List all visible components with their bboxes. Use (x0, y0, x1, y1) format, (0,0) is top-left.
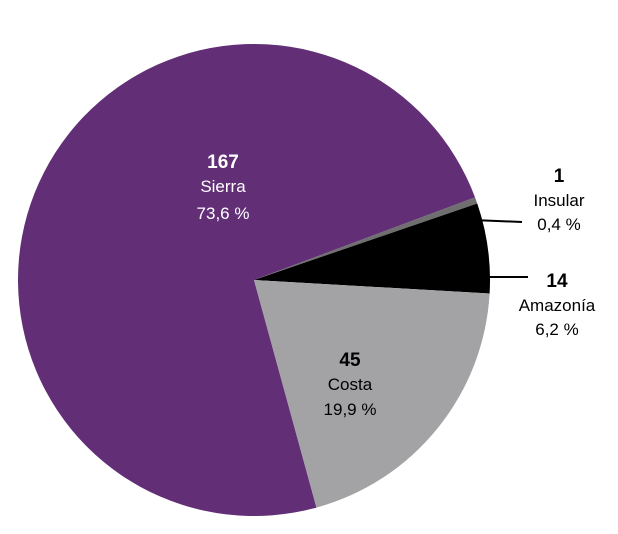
slice-percent-sierra: 73,6 % (197, 204, 250, 223)
slice-label-insular: Insular (533, 191, 584, 210)
slice-value-insular: 1 (554, 166, 565, 187)
pie-slice-costa (254, 280, 490, 508)
slice-percent-costa: 19,9 % (324, 400, 377, 419)
pie-slice-sierra (17, 44, 476, 517)
slice-percent-insular: 0,4 % (537, 215, 580, 234)
pie-slice-amazonia (254, 203, 490, 294)
slice-labels: 167 Sierra 73,6 % 1 Insular 0,4 % 14 Ama… (197, 152, 596, 419)
slice-value-amazonia: 14 (546, 271, 568, 292)
slice-value-sierra: 167 (207, 152, 239, 173)
slice-percent-amazonia: 6,2 % (535, 320, 578, 339)
slice-label-costa: Costa (328, 375, 373, 394)
slice-label-amazonia: Amazonía (519, 296, 596, 315)
pie-slice-insular (254, 197, 478, 280)
leader-line-insular (472, 219, 523, 223)
pie-slices (17, 44, 490, 517)
slice-value-costa: 45 (339, 350, 361, 371)
leader-lines (472, 219, 528, 278)
slice-label-sierra: Sierra (200, 177, 246, 196)
